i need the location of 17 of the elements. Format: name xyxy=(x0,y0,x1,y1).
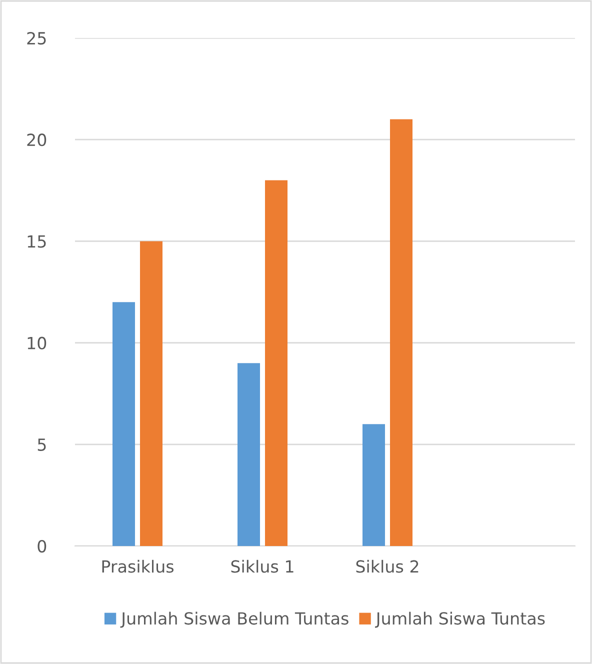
bar xyxy=(112,302,135,546)
legend-label: Jumlah Siswa Tuntas xyxy=(375,612,545,628)
x-tick-label: Siklus 2 xyxy=(356,560,418,573)
y-tick-label: 25 xyxy=(27,32,46,45)
bar xyxy=(265,180,288,546)
y-tick-label: 15 xyxy=(28,235,46,248)
y-tick-label: 20 xyxy=(27,134,46,146)
bar xyxy=(362,424,385,546)
y-tick-label: 5 xyxy=(38,438,46,451)
x-tick-label: Prasiklus xyxy=(102,560,174,573)
bar xyxy=(140,241,162,546)
bar xyxy=(238,363,260,546)
y-tick-label: 10 xyxy=(28,336,46,350)
x-tick-label: Siklus 1 xyxy=(231,560,294,573)
y-tick-label: 0 xyxy=(38,540,46,553)
bar xyxy=(390,119,412,546)
legend-label: Jumlah Siswa Belum Tuntas xyxy=(120,612,348,628)
